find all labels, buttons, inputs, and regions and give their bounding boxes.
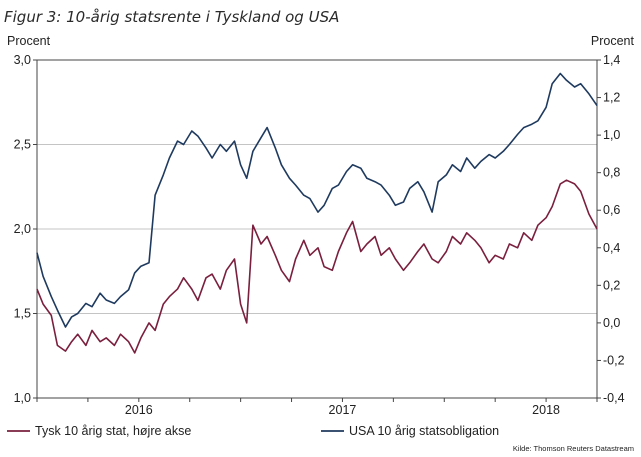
chart-title: Figur 3: 10-årig statsrente i Tyskland o…	[4, 8, 339, 26]
left-tick-label-3: 2,5	[14, 138, 31, 152]
legend-label-usa: USA 10 årig statsobligation	[349, 424, 499, 438]
series-layer	[36, 72, 598, 354]
right-axis-unit: Procent	[591, 34, 635, 48]
right-tick-label-9: 1,4	[603, 53, 620, 67]
legend: Tysk 10 årig stat, højre akse USA 10 åri…	[7, 424, 499, 438]
right-tick-label-7: 1,0	[603, 128, 620, 142]
x-tick-label-2017: 2017	[329, 403, 357, 417]
right-axis: -0,4 -0,2 0,0 0,2 0,4 0,6 0,8 1,0 1,2 1,4	[597, 53, 625, 405]
right-tick-label-2: 0,0	[603, 316, 620, 330]
right-tick-label-6: 0,8	[603, 166, 620, 180]
series-line-tysk	[36, 179, 598, 354]
x-tick-label-2018: 2018	[532, 403, 560, 417]
left-axis: 1,0 1,5 2,0 2,5 3,0	[14, 53, 37, 405]
grid-lines	[37, 59, 597, 399]
right-tick-label-4: 0,4	[603, 241, 620, 255]
left-tick-label-1: 1,5	[14, 307, 31, 321]
legend-label-tysk: Tysk 10 årig stat, højre akse	[35, 424, 191, 438]
left-tick-label-4: 3,0	[14, 53, 31, 67]
source-note: Kilde: Thomson Reuters Datastream	[513, 444, 634, 453]
series-line-usa	[36, 72, 598, 328]
right-tick-label-5: 0,6	[603, 203, 620, 217]
right-tick-label-1: -0,2	[603, 353, 625, 367]
left-tick-label-2: 2,0	[14, 222, 31, 236]
x-tick-label-2016: 2016	[125, 403, 153, 417]
right-tick-label-0: -0,4	[603, 391, 625, 405]
left-tick-label-0: 1,0	[14, 391, 31, 405]
left-axis-unit: Procent	[7, 34, 51, 48]
x-axis: 2016 2017 2018	[36, 398, 598, 417]
right-tick-label-8: 1,2	[603, 91, 620, 105]
right-tick-label-3: 0,2	[603, 278, 620, 292]
